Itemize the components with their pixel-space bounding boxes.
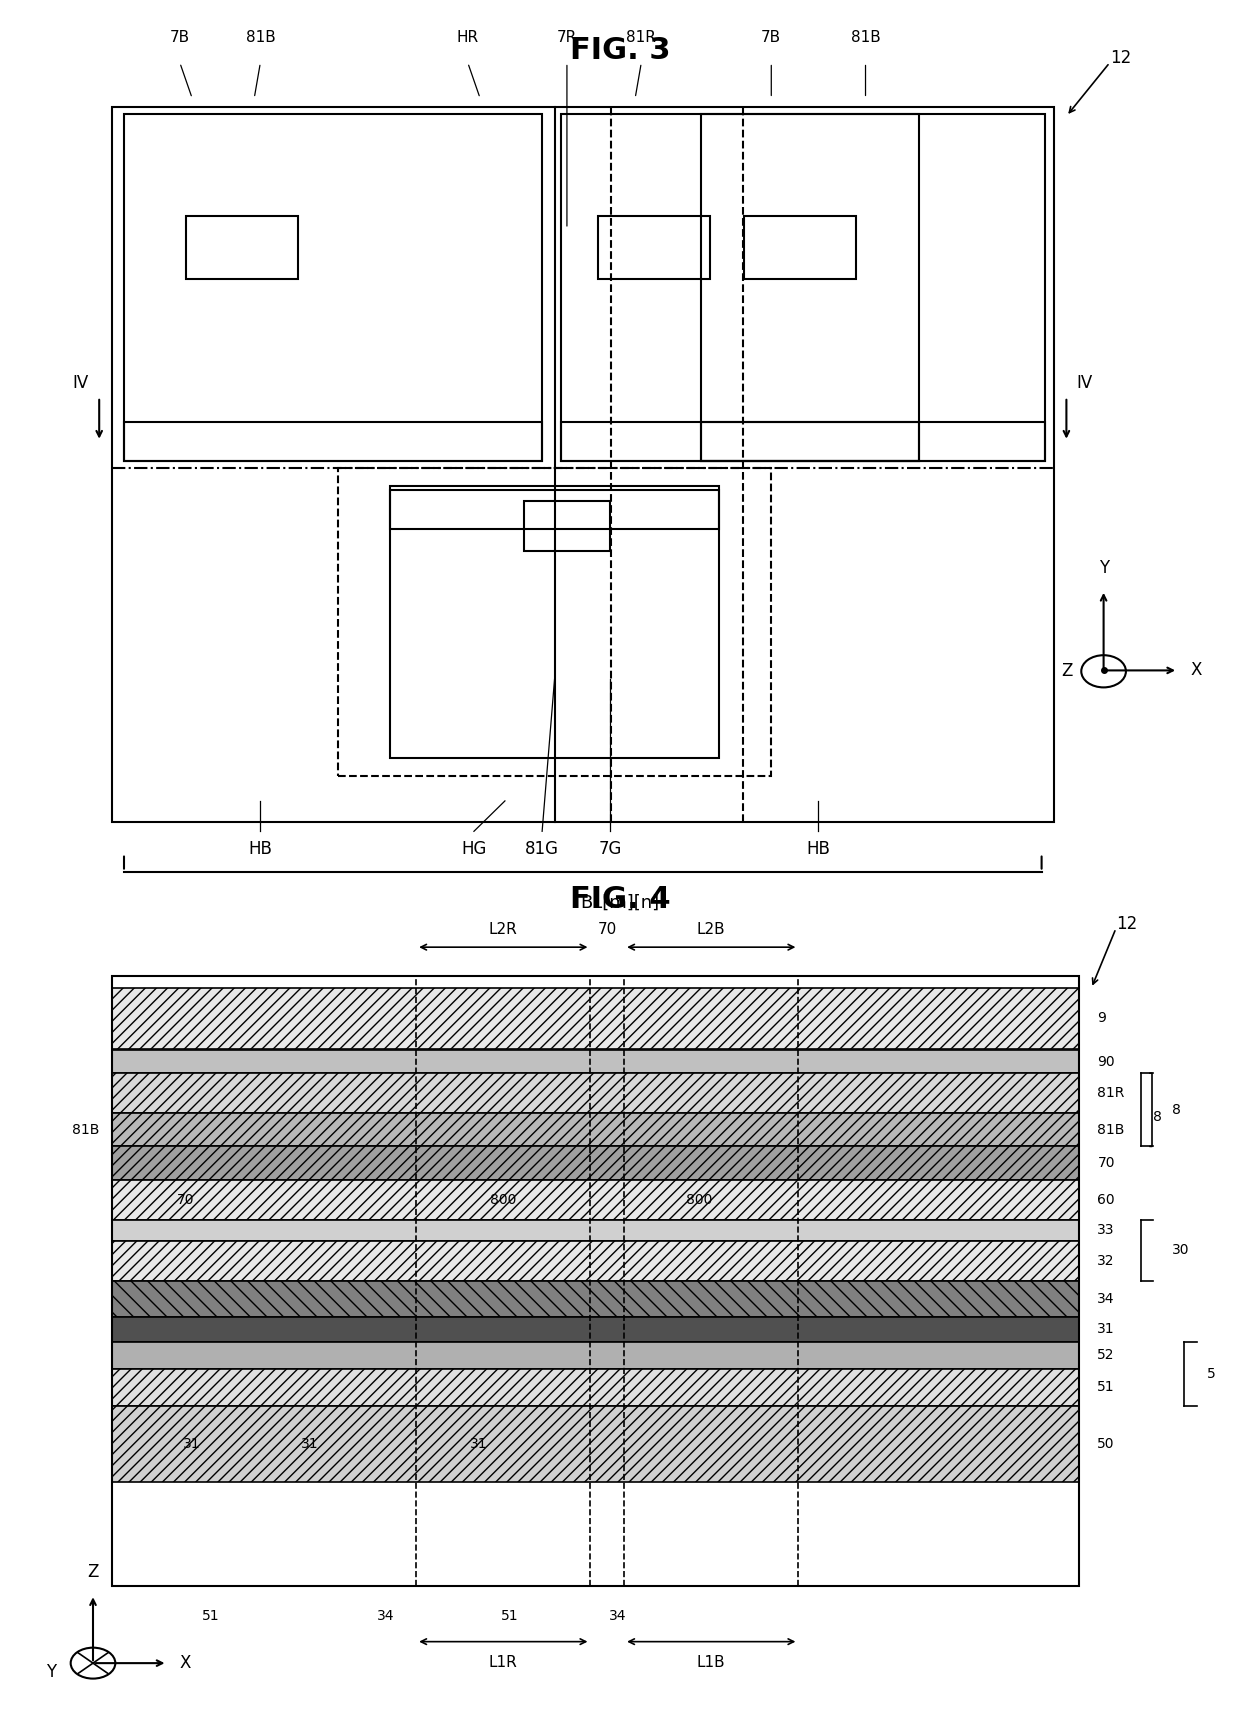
Bar [744,217,856,278]
Text: 70: 70 [598,921,618,937]
Text: 8: 8 [1172,1104,1180,1117]
Text: 7R: 7R [557,29,577,45]
Bar [598,217,709,278]
Text: 12: 12 [1116,915,1137,933]
Bar [112,1341,1079,1368]
Text: FIG. 4: FIG. 4 [569,885,671,915]
Text: 33: 33 [1097,1224,1115,1238]
Text: 70: 70 [177,1193,195,1207]
Text: HR: HR [456,29,479,45]
Bar [112,1281,1079,1317]
Bar [560,421,919,461]
Text: 51: 51 [202,1609,219,1623]
Bar [112,1112,1079,1147]
Text: Z: Z [87,1564,99,1581]
Text: 5: 5 [1207,1367,1215,1380]
Bar [112,1317,1079,1341]
Text: 34: 34 [609,1609,626,1623]
Text: L1R: L1R [489,1654,517,1669]
Text: Z: Z [1061,662,1073,681]
Text: 70: 70 [1097,1157,1115,1171]
Text: 81G: 81G [525,841,559,858]
Bar [112,107,1054,822]
Bar [389,486,719,758]
Text: X: X [1190,662,1202,679]
Text: 34: 34 [1097,1293,1115,1306]
Text: 7B: 7B [761,29,781,45]
Bar [112,1073,1079,1112]
Bar [112,1179,1079,1220]
Text: 7B: 7B [170,29,190,45]
Text: 52: 52 [1097,1348,1115,1363]
Text: HB: HB [806,841,831,858]
Bar [701,115,1044,461]
Text: 31: 31 [301,1437,319,1451]
Text: Y: Y [1099,559,1109,576]
Bar [389,490,719,529]
Bar [112,1406,1079,1482]
Text: 81B: 81B [851,29,880,45]
Text: 34: 34 [377,1609,394,1623]
Bar [523,502,610,550]
Bar [701,421,1044,461]
Bar [186,217,298,278]
Text: FIG. 3: FIG. 3 [569,36,671,65]
Text: IV: IV [72,375,89,392]
Bar [112,1368,1079,1406]
Text: HG: HG [461,841,486,858]
Text: 90: 90 [1097,1054,1115,1069]
Text: 50: 50 [1097,1437,1115,1451]
Bar [124,421,542,461]
Bar [112,976,1079,1585]
Text: L1B: L1B [697,1654,725,1669]
Bar [112,988,1079,1049]
Text: 81R: 81R [626,29,656,45]
Text: L2B: L2B [697,921,725,937]
Text: 800: 800 [490,1193,517,1207]
Text: 81B: 81B [1097,1123,1125,1136]
Text: 81B: 81B [72,1123,99,1136]
Text: 31: 31 [470,1437,487,1451]
Bar [112,1220,1079,1241]
Bar [112,1147,1079,1179]
Text: 9: 9 [1097,1011,1106,1025]
Text: 30: 30 [1172,1243,1189,1257]
Text: 60: 60 [1097,1193,1115,1207]
Text: 31: 31 [184,1437,201,1451]
Bar [560,115,919,461]
Text: 8: 8 [1153,1110,1162,1124]
Text: BL[m][n]: BL[m][n] [580,894,660,911]
Bar [112,1050,1079,1073]
Bar [112,1241,1079,1281]
Bar [337,468,771,775]
Text: 12: 12 [1110,50,1131,67]
Text: HB: HB [248,841,273,858]
Text: IV: IV [1076,375,1094,392]
Text: 31: 31 [1097,1322,1115,1336]
Text: L2R: L2R [489,921,517,937]
Text: 7G: 7G [599,841,622,858]
Text: 51: 51 [501,1609,518,1623]
Text: 800: 800 [686,1193,712,1207]
Text: 32: 32 [1097,1253,1115,1269]
Text: 81B: 81B [246,29,275,45]
Text: 51: 51 [1097,1380,1115,1394]
Text: X: X [180,1654,191,1673]
Bar [124,115,542,461]
Text: Y: Y [46,1662,56,1681]
Text: 81R: 81R [1097,1086,1125,1100]
